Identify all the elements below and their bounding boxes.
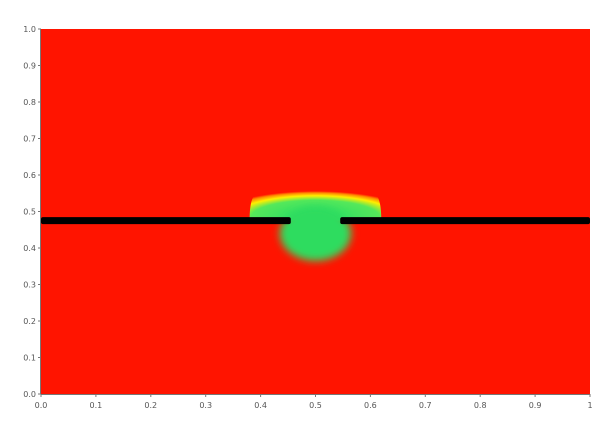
x-tick-label: 0.8	[474, 401, 487, 410]
y-tick-label: 0.3	[23, 281, 36, 290]
x-tick-label: 0.1	[90, 401, 103, 410]
x-tick-label: 1	[587, 401, 592, 410]
x-tick-label: 0.7	[419, 401, 432, 410]
x-axis-ticks: 0.0 0.1 0.2 0.3 0.4 0.5 0.6 0.7 0.8 0.9 1	[35, 394, 593, 410]
y-tick-label: 0.0	[23, 390, 36, 399]
x-tick-label: 0.4	[254, 401, 267, 410]
plume-core	[279, 206, 352, 261]
y-tick-label: 0.7	[23, 135, 36, 144]
y-tick-label: 0.2	[23, 317, 36, 326]
y-tick-label: 0.1	[23, 354, 36, 363]
x-tick-label: 0.2	[144, 401, 157, 410]
upper-dome	[249, 185, 382, 221]
barrier-right	[340, 217, 590, 225]
y-tick-label: 0.6	[23, 171, 36, 180]
y-tick-label: 1.0	[23, 25, 36, 34]
x-tick-label: 0.6	[364, 401, 377, 410]
x-tick-label: 0.3	[199, 401, 212, 410]
y-tick-label: 0.8	[23, 98, 36, 107]
barrier-left	[41, 217, 291, 225]
y-axis-ticks: 0.0 0.1 0.2 0.3 0.4 0.5 0.6 0.7 0.8 0.9 1.0	[23, 25, 41, 399]
plot-area	[41, 29, 590, 394]
x-tick-label: 0.0	[35, 401, 48, 410]
x-tick-label: 0.9	[529, 401, 542, 410]
y-tick-label: 0.5	[23, 208, 36, 217]
y-tick-label: 0.4	[23, 244, 36, 253]
x-tick-label: 0.5	[309, 401, 322, 410]
y-tick-label: 0.9	[23, 62, 36, 71]
